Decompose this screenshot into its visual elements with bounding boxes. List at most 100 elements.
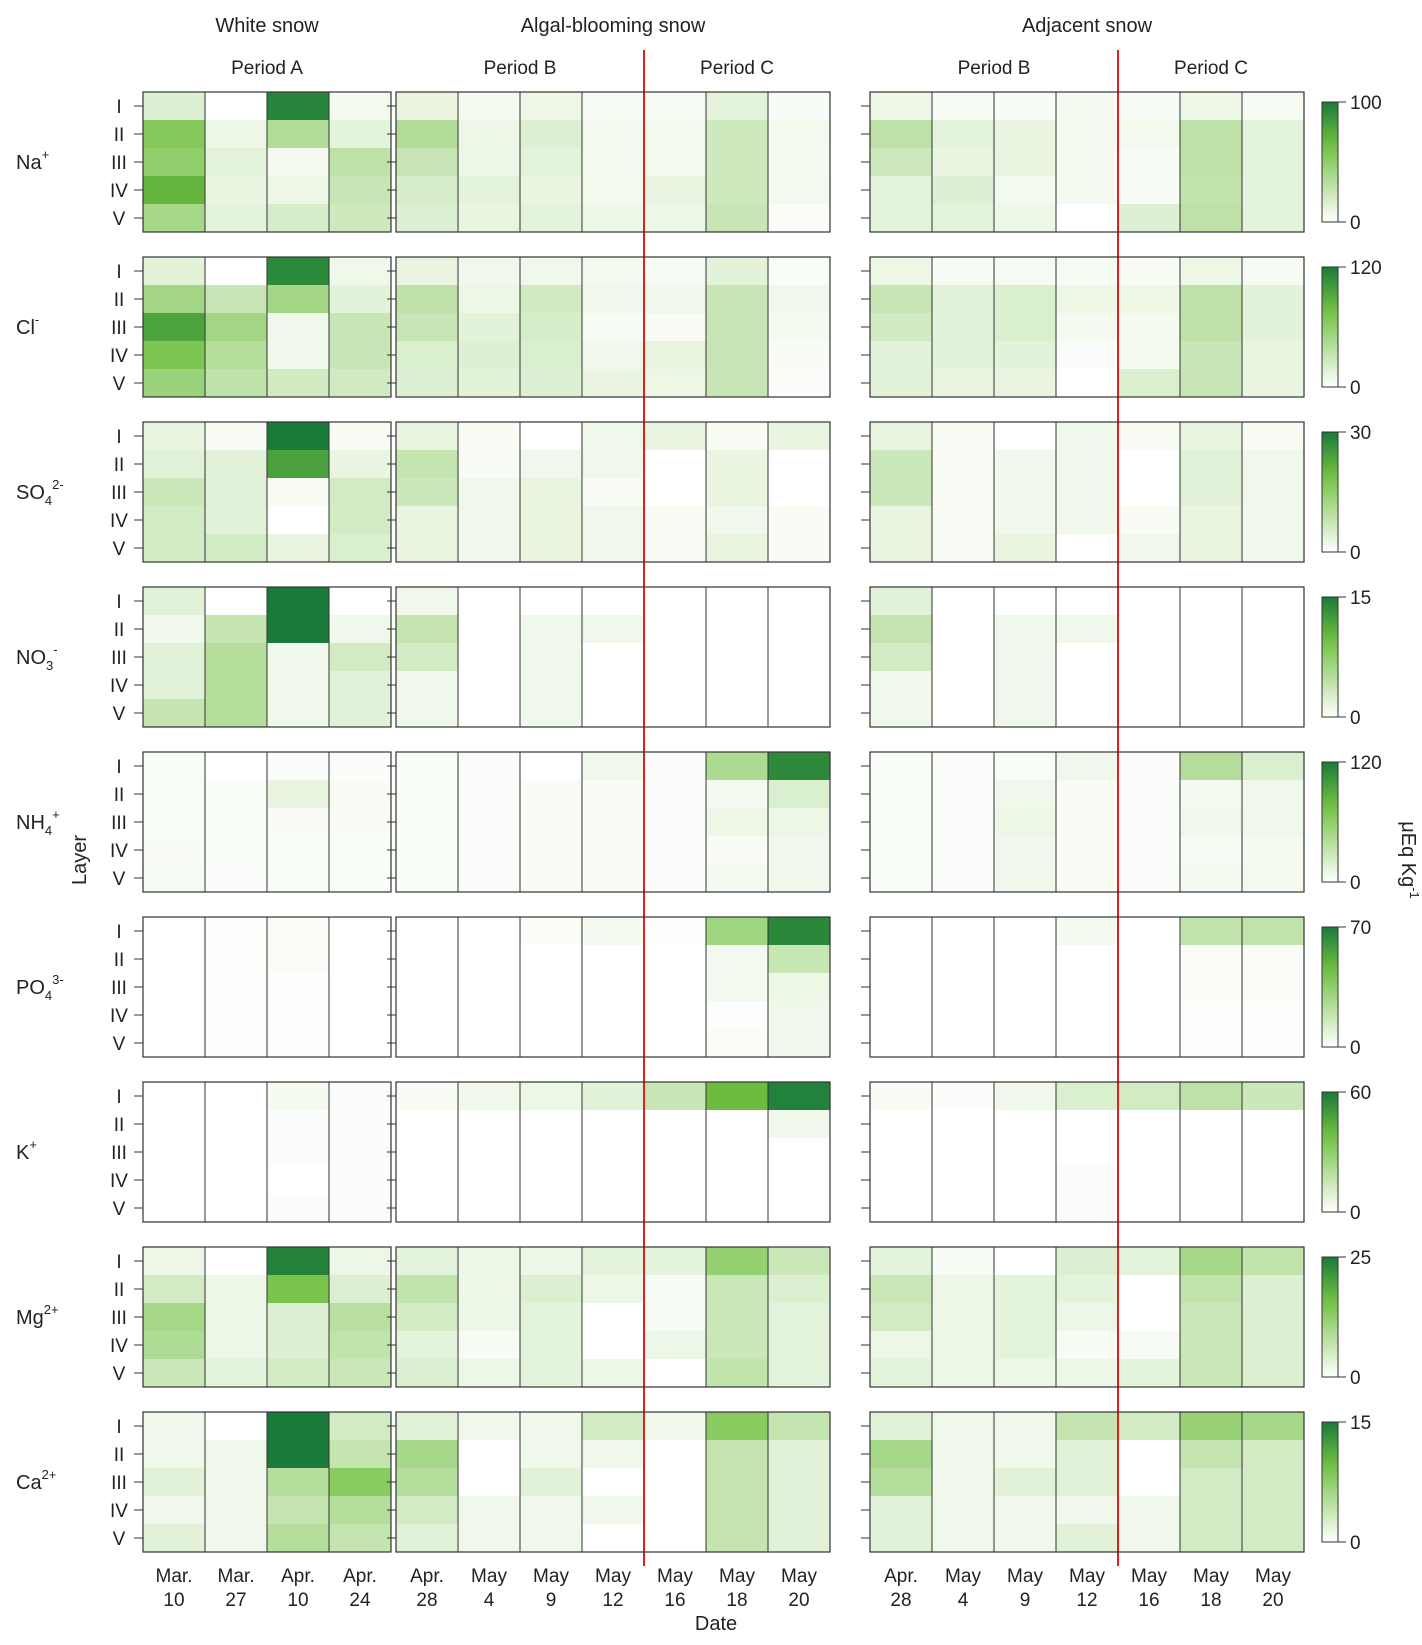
heat-cell: [706, 450, 768, 479]
heat-cell: [329, 752, 391, 781]
heat-cell: [870, 120, 932, 149]
heat-cell: [1242, 1110, 1304, 1139]
heat-cell: [1242, 1166, 1304, 1195]
heat-cell: [994, 204, 1056, 233]
heat-cell: [458, 92, 520, 121]
ion-label: Ca2+: [16, 1467, 56, 1494]
heat-cell: [1180, 341, 1242, 370]
heat-cell: [932, 973, 994, 1002]
colorbar: [1321, 926, 1339, 1048]
heat-cell: [143, 752, 205, 781]
heat-cell: [706, 506, 768, 535]
layer-label: IV: [110, 1171, 128, 1192]
heat-cell: [396, 615, 458, 644]
heat-cell: [994, 1194, 1056, 1223]
heat-cell: [932, 836, 994, 865]
heat-cell: [932, 699, 994, 728]
heat-cell: [329, 257, 391, 286]
heat-cell: [396, 148, 458, 177]
heat-cell: [520, 1110, 582, 1139]
heat-cell: [205, 1082, 267, 1111]
heat-cell: [1242, 836, 1304, 865]
heat-cell: [458, 671, 520, 700]
heat-cell: [1180, 1001, 1242, 1030]
heat-cell: [870, 1082, 932, 1111]
heat-cell: [1118, 1082, 1180, 1111]
heat-cell: [932, 1412, 994, 1441]
heat-cell: [870, 1166, 932, 1195]
heat-cell: [582, 1303, 644, 1332]
heat-cell: [329, 1001, 391, 1030]
heat-cell: [644, 313, 706, 342]
layer-label: IV: [110, 346, 128, 367]
heat-cell: [706, 1468, 768, 1497]
heat-cell: [143, 1194, 205, 1223]
heat-cell: [1242, 1138, 1304, 1167]
heat-cell: [582, 450, 644, 479]
colorbar: [1321, 266, 1339, 388]
heat-cell: [329, 1359, 391, 1388]
heat-cell: [768, 1359, 830, 1388]
heat-cell: [396, 369, 458, 398]
heat-cell: [205, 1440, 267, 1469]
heat-cell: [396, 643, 458, 672]
heat-cell: [1056, 204, 1118, 233]
heat-cell: [870, 836, 932, 865]
heat-cell: [329, 1138, 391, 1167]
heat-cell: [267, 615, 329, 644]
heat-cell: [870, 1275, 932, 1304]
heat-cell: [994, 917, 1056, 946]
heat-cell: [329, 1496, 391, 1525]
heat-cell: [1242, 1440, 1304, 1469]
heat-cell: [520, 671, 582, 700]
ion-label: Na+: [16, 147, 49, 174]
heat-cell: [870, 780, 932, 809]
heat-cell: [143, 1524, 205, 1553]
heat-cell: [644, 369, 706, 398]
colorbar: [1321, 101, 1339, 223]
heat-cell: [267, 973, 329, 1002]
heat-cell: [932, 643, 994, 672]
heat-cell: [520, 176, 582, 205]
heat-cell: [1056, 1468, 1118, 1497]
heat-cell: [267, 917, 329, 946]
heat-cell: [1180, 1138, 1242, 1167]
heat-cell: [267, 534, 329, 563]
heat-cell: [267, 369, 329, 398]
heat-cell: [1118, 1331, 1180, 1360]
heat-cell: [1242, 1412, 1304, 1441]
heat-cell: [1056, 671, 1118, 700]
heat-cell: [768, 864, 830, 893]
heat-cell: [870, 699, 932, 728]
heat-cell: [520, 1194, 582, 1223]
heat-cell: [768, 369, 830, 398]
heat-cell: [143, 1303, 205, 1332]
heat-cell: [582, 1440, 644, 1469]
heat-cell: [644, 671, 706, 700]
heat-cell: [1180, 973, 1242, 1002]
heat-cell: [329, 917, 391, 946]
heat-cell: [932, 615, 994, 644]
heat-cell: [1180, 808, 1242, 837]
heat-cell: [1118, 422, 1180, 451]
heat-cell: [994, 92, 1056, 121]
heat-cell: [1180, 148, 1242, 177]
x-axis-title: Date: [695, 1613, 737, 1635]
heat-cell: [520, 204, 582, 233]
heat-cell: [1242, 615, 1304, 644]
heat-cell: [582, 1194, 644, 1223]
heat-cell: [1180, 1247, 1242, 1276]
heat-cell: [768, 1331, 830, 1360]
heat-cell: [458, 1440, 520, 1469]
heat-cell: [994, 148, 1056, 177]
heat-cell: [1242, 92, 1304, 121]
heat-cell: [267, 671, 329, 700]
heat-cell: [994, 1359, 1056, 1388]
colorbar-max-label: 30: [1350, 423, 1371, 444]
colorbar-max-label: 100: [1350, 93, 1382, 114]
date-tick-label: May: [719, 1566, 755, 1587]
date-tick-label: May: [657, 1566, 693, 1587]
heat-cell: [932, 1303, 994, 1332]
heat-cell: [768, 1082, 830, 1111]
heat-cell: [932, 917, 994, 946]
